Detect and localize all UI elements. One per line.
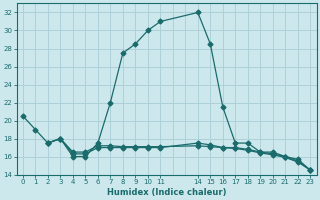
- X-axis label: Humidex (Indice chaleur): Humidex (Indice chaleur): [107, 188, 226, 197]
